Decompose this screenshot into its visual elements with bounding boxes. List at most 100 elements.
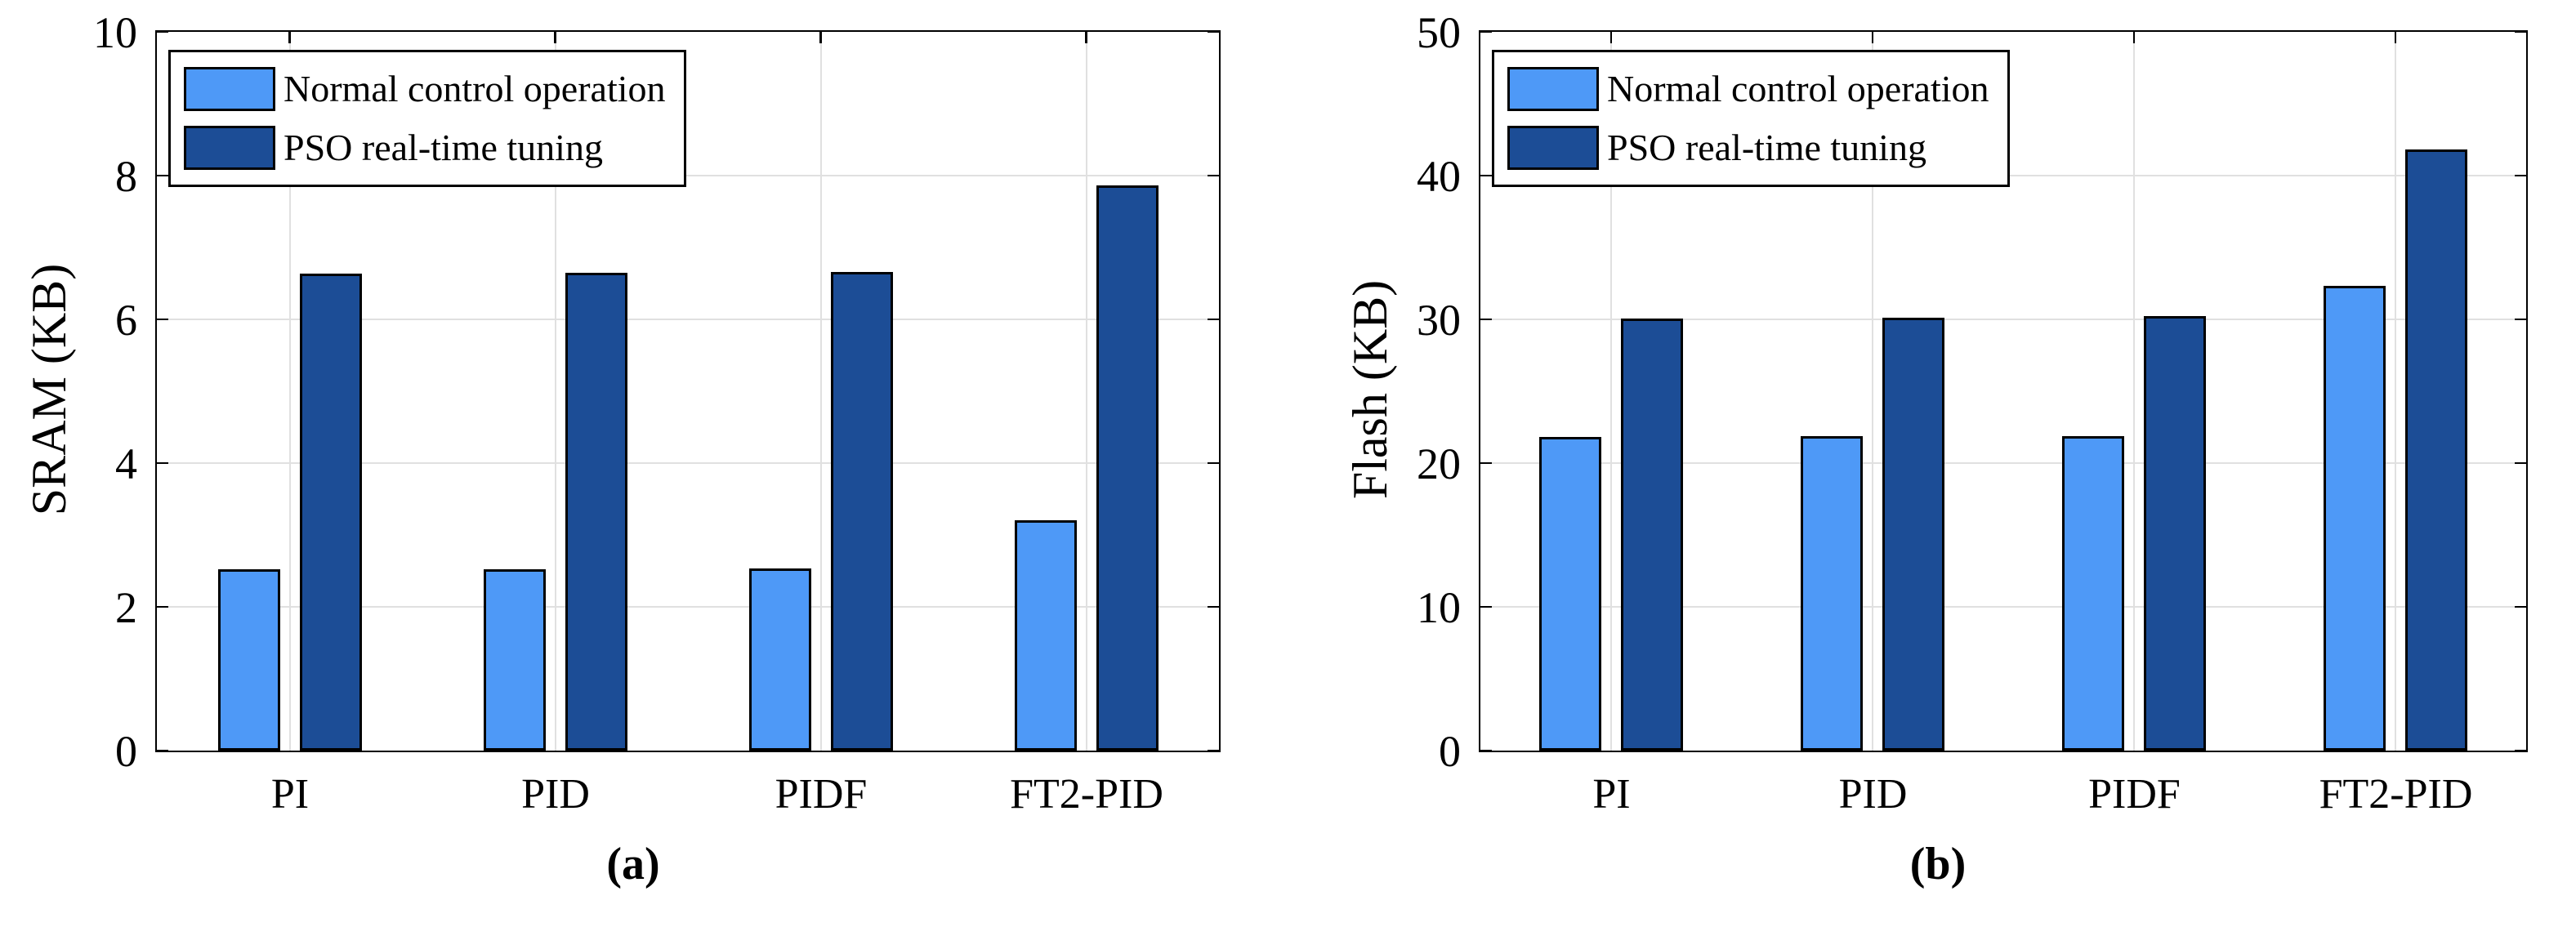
y-tick-mark-right-0 <box>1208 749 1219 752</box>
y-tick-mark-right-6 <box>1208 318 1219 321</box>
bar-pso-PID <box>1882 318 1944 751</box>
legend-swatch-normal-control <box>1507 67 1599 111</box>
legend-b: Normal control operation PSO real-time t… <box>1492 50 2010 187</box>
x-tick-mark-top-PID <box>1871 32 1874 43</box>
y-tick-mark-left-10 <box>1480 605 1492 608</box>
x-category-label-FT2-PID: FT2-PID <box>1010 771 1163 818</box>
y-tick-mark-right-4 <box>1208 461 1219 465</box>
v-gridline-PI <box>288 32 291 751</box>
h-gridline-30 <box>1480 319 2526 320</box>
bar-pso-PI <box>299 274 362 751</box>
bar-normal-PID <box>1801 436 1863 751</box>
y-tick-mark-right-20 <box>2515 461 2526 465</box>
y-tick-mark-left-4 <box>157 461 168 465</box>
legend-item-pso-tuning: PSO real-time tuning <box>1507 126 1989 170</box>
x-category-label-PI: PI <box>1592 771 1631 818</box>
bar-normal-FT2-PID <box>2324 286 2386 751</box>
y-tick-mark-right-8 <box>1208 174 1219 177</box>
y-tick-label-30: 30 <box>1417 295 1461 345</box>
y-tick-mark-right-30 <box>2515 318 2526 321</box>
y-axis-label-flash: Flash (KB) <box>1343 279 1397 500</box>
y-tick-mark-right-50 <box>2515 30 2526 33</box>
v-gridline-PID <box>554 32 556 751</box>
y-tick-mark-left-8 <box>157 174 168 177</box>
y-tick-mark-left-30 <box>1480 318 1492 321</box>
caption-a: (a) <box>606 839 660 889</box>
x-category-label-PIDF: PIDF <box>775 771 868 818</box>
bar-normal-PIDF <box>748 568 811 751</box>
y-tick-mark-left-20 <box>1480 461 1492 465</box>
bar-normal-PI <box>217 569 280 751</box>
v-gridline-PIDF <box>2133 32 2135 751</box>
bar-pso-PID <box>565 273 627 751</box>
h-gridline-10 <box>1480 606 2526 608</box>
x-tick-mark-top-PIDF <box>2132 32 2136 43</box>
x-tick-mark-top-FT2-PID <box>1085 32 1087 43</box>
bar-pso-PIDF <box>830 272 893 751</box>
h-gridline-8 <box>157 175 1219 176</box>
v-gridline-PI <box>1610 32 1612 751</box>
v-gridline-PIDF <box>819 32 822 751</box>
legend-swatch-pso-tuning <box>1507 126 1599 170</box>
h-gridline-6 <box>157 319 1219 320</box>
y-tick-label-8: 8 <box>115 151 137 201</box>
legend-a: Normal control operation PSO real-time t… <box>168 50 686 187</box>
legend-label-pso-tuning: PSO real-time tuning <box>1607 126 1926 168</box>
legend-label-normal-control: Normal control operation <box>1607 67 1989 109</box>
h-gridline-2 <box>157 606 1219 608</box>
x-tick-mark-top-PI <box>1609 32 1613 43</box>
legend-item-normal-control: Normal control operation <box>184 67 666 111</box>
x-category-label-FT2-PID: FT2-PID <box>2319 771 2473 818</box>
bar-normal-PI <box>1539 437 1601 751</box>
v-gridline-FT2-PID <box>2395 32 2396 751</box>
y-tick-label-2: 2 <box>115 582 137 632</box>
y-tick-label-40: 40 <box>1417 151 1461 201</box>
h-gridline-20 <box>1480 462 2526 464</box>
y-axis-label-sram: SRAM (KB) <box>22 263 76 516</box>
v-gridline-FT2-PID <box>1085 32 1087 751</box>
bar-normal-FT2-PID <box>1014 520 1077 751</box>
legend-label-pso-tuning: PSO real-time tuning <box>283 126 603 168</box>
y-tick-label-0: 0 <box>115 726 137 776</box>
legend-swatch-normal-control <box>184 67 275 111</box>
y-tick-mark-right-2 <box>1208 605 1219 608</box>
y-tick-mark-left-2 <box>157 605 168 608</box>
y-tick-label-10: 10 <box>93 7 137 57</box>
y-tick-mark-left-0 <box>1480 749 1492 752</box>
y-tick-mark-right-0 <box>2515 749 2526 752</box>
x-category-label-PI: PI <box>270 771 310 818</box>
y-tick-label-6: 6 <box>115 295 137 345</box>
legend-item-pso-tuning: PSO real-time tuning <box>184 126 666 170</box>
y-tick-label-4: 4 <box>115 439 137 488</box>
x-tick-mark-top-FT2-PID <box>2394 32 2397 43</box>
bar-normal-PID <box>483 569 546 751</box>
legend-item-normal-control: Normal control operation <box>1507 67 1989 111</box>
x-tick-mark-top-PID <box>554 32 556 43</box>
plot-area-b: Normal control operation PSO real-time t… <box>1479 30 2528 752</box>
v-gridline-PID <box>1872 32 1873 751</box>
legend-swatch-pso-tuning <box>184 126 275 170</box>
y-tick-mark-right-10 <box>1208 30 1219 33</box>
bar-pso-FT2-PID <box>1096 185 1159 751</box>
x-category-label-PID: PID <box>521 771 590 818</box>
y-tick-mark-left-10 <box>157 30 168 33</box>
legend-label-normal-control: Normal control operation <box>283 67 666 109</box>
panel-b-flash-chart: Flash (KB) Normal control operation PSO … <box>1288 0 2576 927</box>
bar-normal-PIDF <box>2062 436 2124 751</box>
panel-a-sram-chart: SRAM (KB) Normal control operation PSO r… <box>22 7 1221 889</box>
y-tick-mark-left-0 <box>157 749 168 752</box>
y-tick-mark-left-6 <box>157 318 168 321</box>
caption-b: (b) <box>1909 839 1967 889</box>
x-category-label-PIDF: PIDF <box>2088 771 2181 818</box>
x-tick-mark-top-PIDF <box>819 32 822 43</box>
y-tick-label-20: 20 <box>1417 439 1461 488</box>
y-tick-mark-right-10 <box>2515 605 2526 608</box>
plot-area-a: Normal control operation PSO real-time t… <box>155 30 1221 752</box>
y-tick-label-10: 10 <box>1417 582 1461 632</box>
bar-pso-PIDF <box>2144 316 2206 751</box>
x-tick-mark-top-PI <box>288 32 291 43</box>
bar-pso-FT2-PID <box>2405 149 2467 751</box>
h-gridline-4 <box>157 462 1219 464</box>
y-tick-label-0: 0 <box>1439 726 1461 776</box>
